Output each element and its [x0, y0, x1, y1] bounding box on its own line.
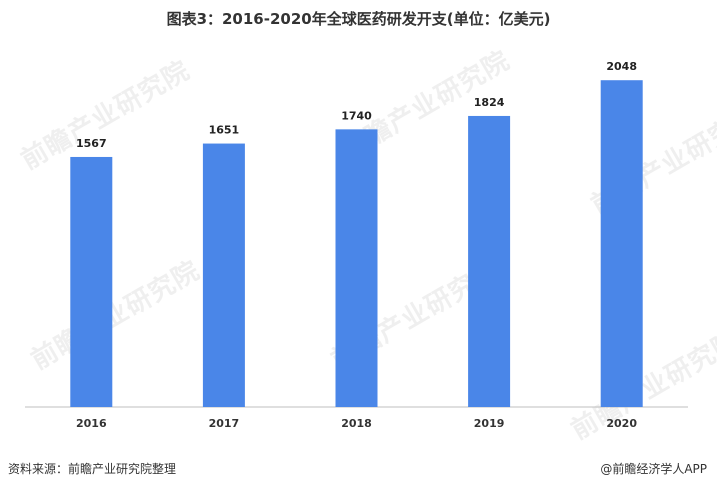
bar-2018	[335, 129, 378, 408]
x-tick-label-2016: 2016	[76, 417, 107, 430]
source-note: 资料来源：前瞻产业研究院整理	[8, 462, 177, 476]
data-label-2018: 1740	[341, 109, 372, 122]
data-label-2020: 2048	[606, 60, 637, 73]
bar-2017	[202, 143, 245, 407]
data-label-2019: 1824	[474, 96, 505, 109]
bar-chart: 1567 2016 1651 2017 1740 2018 1824 2019 2048 2020	[25, 60, 688, 430]
chart-title: 图表3：2016-2020年全球医药研发开支(单位：亿美元)	[166, 10, 551, 28]
x-tick-label-2017: 2017	[209, 417, 240, 430]
data-label-2016: 1567	[76, 137, 107, 150]
data-label-2017: 1651	[209, 124, 240, 137]
x-tick-label-2020: 2020	[606, 417, 637, 430]
bar-2016	[70, 156, 113, 407]
x-tick-label-2018: 2018	[341, 417, 372, 430]
bar-2019	[468, 115, 511, 408]
bar-2020	[600, 80, 643, 407]
credit-note: @前瞻经济学人APP	[600, 462, 707, 476]
x-tick-label-2019: 2019	[474, 417, 505, 430]
